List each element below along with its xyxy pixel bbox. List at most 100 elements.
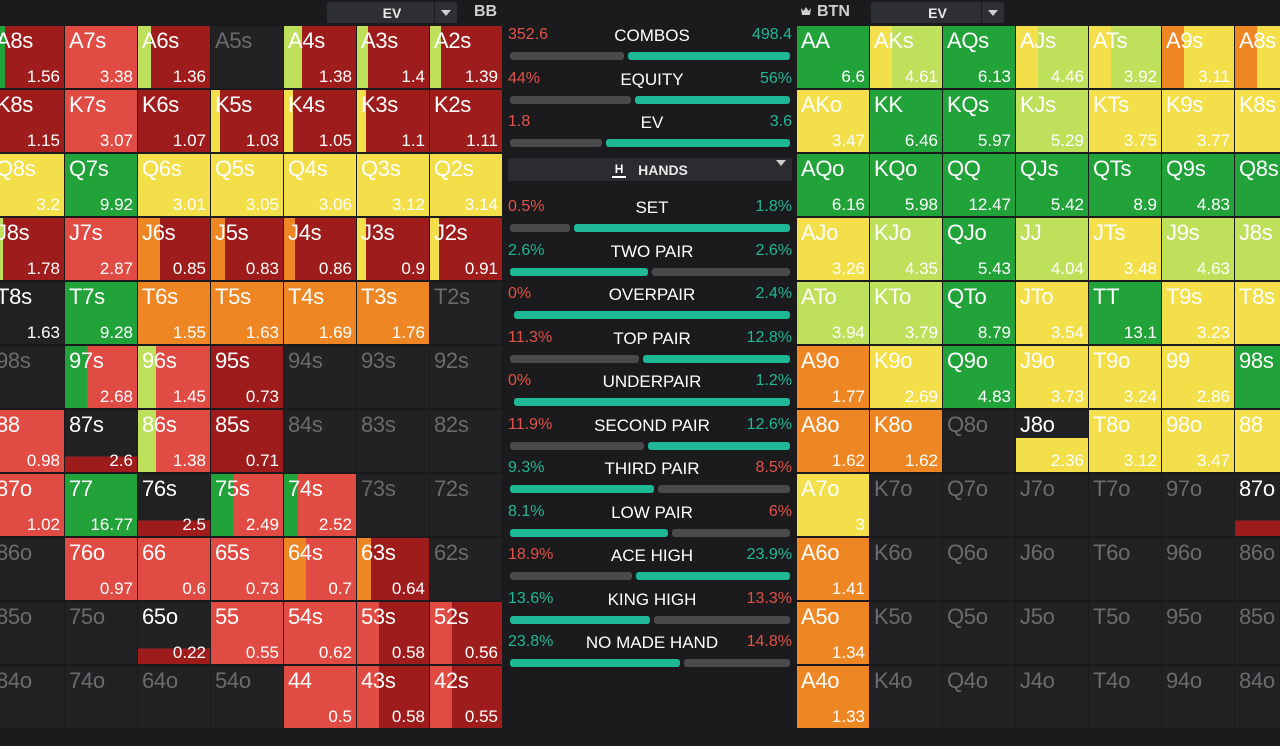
hand-cell-96o[interactable]: 96o: [1162, 538, 1234, 600]
hand-cell-ato[interactable]: ATo 3.94: [797, 282, 869, 344]
hand-cell-a5s[interactable]: A5s: [211, 26, 283, 88]
hand-cell-j6s[interactable]: J6s 0.85: [138, 218, 210, 280]
hand-cell-j9s[interactable]: J9s 4.63: [1162, 218, 1234, 280]
hand-cell-t9s[interactable]: T9s 3.23: [1162, 282, 1234, 344]
hand-class-row-king-high[interactable]: 13.6% KING HIGH 13.3%: [508, 590, 796, 630]
hand-cell-97s[interactable]: 97s 2.68: [65, 346, 137, 408]
hand-cell-65o[interactable]: 65o 0.22: [138, 602, 210, 664]
hand-cell-k3s[interactable]: K3s 1.1: [357, 90, 429, 152]
hand-cell-74o[interactable]: 74o: [65, 666, 137, 728]
hand-class-row-top-pair[interactable]: 11.3% TOP PAIR 12.8%: [508, 329, 796, 369]
hand-cell-94o[interactable]: 94o: [1162, 666, 1234, 728]
hand-cell-42s[interactable]: 42s 0.55: [430, 666, 502, 728]
hand-cell-65s[interactable]: 65s 0.73: [211, 538, 283, 600]
hand-cell-t7o[interactable]: T7o: [1089, 474, 1161, 536]
hand-cell-84s[interactable]: 84s: [284, 410, 356, 472]
hand-cell-86o[interactable]: 86o: [0, 538, 64, 600]
hand-cell-95s[interactable]: 95s 0.73: [211, 346, 283, 408]
hand-cell-a8o[interactable]: A8o 1.62: [797, 410, 869, 472]
hand-cell-k9s[interactable]: K9s 3.77: [1162, 90, 1234, 152]
hand-cell-43s[interactable]: 43s 0.58: [357, 666, 429, 728]
hand-cell-73s[interactable]: 73s: [357, 474, 429, 536]
hand-cell-a4s[interactable]: A4s 1.38: [284, 26, 356, 88]
hand-cell-k9o[interactable]: K9o 2.69: [870, 346, 942, 408]
hand-cell-q2s[interactable]: Q2s 3.14: [430, 154, 502, 216]
hand-cell-a9o[interactable]: A9o 1.77: [797, 346, 869, 408]
hand-cell-q4o[interactable]: Q4o: [943, 666, 1015, 728]
hand-cell-64s[interactable]: 64s 0.7: [284, 538, 356, 600]
hand-cell-t4o[interactable]: T4o: [1089, 666, 1161, 728]
hand-cell-a4o[interactable]: A4o 1.33: [797, 666, 869, 728]
hand-cell-k7o[interactable]: K7o: [870, 474, 942, 536]
hand-cell-t8s[interactable]: T8s 1.63: [0, 282, 64, 344]
hand-cell-ajo[interactable]: AJo 3.26: [797, 218, 869, 280]
hand-cell-63s[interactable]: 63s 0.64: [357, 538, 429, 600]
hand-cell-a3s[interactable]: A3s 1.4: [357, 26, 429, 88]
hand-cell-85s[interactable]: 85s 0.71: [211, 410, 283, 472]
hand-cell-98s[interactable]: 98s: [0, 346, 64, 408]
hand-cell-q5s[interactable]: Q5s 3.05: [211, 154, 283, 216]
hand-cell-87o[interactable]: 87o 1.02: [0, 474, 64, 536]
hand-cell-t5s[interactable]: T5s 1.63: [211, 282, 283, 344]
hand-cell-tt[interactable]: TT 13.1: [1089, 282, 1161, 344]
hand-cell-q3s[interactable]: Q3s 3.12: [357, 154, 429, 216]
hand-cell-kjs[interactable]: KJs 5.29: [1016, 90, 1088, 152]
hand-cell-aqo[interactable]: AQo 6.16: [797, 154, 869, 216]
hand-cell-95o[interactable]: 95o: [1162, 602, 1234, 664]
summary-row-equity[interactable]: 44% EQUITY 56%: [508, 70, 796, 110]
hand-cell-j9o[interactable]: J9o 3.73: [1016, 346, 1088, 408]
hand-cell-44[interactable]: 44 0.5: [284, 666, 356, 728]
hand-cell-q4s[interactable]: Q4s 3.06: [284, 154, 356, 216]
hand-cell-ajs[interactable]: AJs 4.46: [1016, 26, 1088, 88]
hand-cell-q5o[interactable]: Q5o: [943, 602, 1015, 664]
hand-cell-q7o[interactable]: Q7o: [943, 474, 1015, 536]
hand-cell-94s[interactable]: 94s: [284, 346, 356, 408]
hand-cell-a6o[interactable]: A6o 1.41: [797, 538, 869, 600]
hand-cell-qjo[interactable]: QJo 5.43: [943, 218, 1015, 280]
hand-cell-75s[interactable]: 75s 2.49: [211, 474, 283, 536]
hand-class-row-overpair[interactable]: 0% OVERPAIR 2.4%: [508, 285, 796, 325]
hand-cell-74s[interactable]: 74s 2.52: [284, 474, 356, 536]
hand-cell-76s[interactable]: 76s 2.5: [138, 474, 210, 536]
hand-cell-j3s[interactable]: J3s 0.9: [357, 218, 429, 280]
hand-class-row-underpair[interactable]: 0% UNDERPAIR 1.2%: [508, 372, 796, 412]
hand-cell-q8s[interactable]: Q8s 3.2: [0, 154, 64, 216]
chevron-down-icon[interactable]: [981, 2, 1004, 23]
hand-cell-a2s[interactable]: A2s 1.39: [430, 26, 502, 88]
hand-cell-kto[interactable]: KTo 3.79: [870, 282, 942, 344]
hand-cell-aks[interactable]: AKs 4.61: [870, 26, 942, 88]
hand-cell-t4s[interactable]: T4s 1.69: [284, 282, 356, 344]
hand-cell-a9s[interactable]: A9s 3.11: [1162, 26, 1234, 88]
hand-cell-62s[interactable]: 62s: [430, 538, 502, 600]
hand-cell-75o[interactable]: 75o: [65, 602, 137, 664]
hand-cell-96s[interactable]: 96s 1.45: [138, 346, 210, 408]
hand-cell-k5s[interactable]: K5s 1.03: [211, 90, 283, 152]
hand-class-row-two-pair[interactable]: 2.6% TWO PAIR 2.6%: [508, 242, 796, 282]
hand-cell-77[interactable]: 77 16.77: [65, 474, 137, 536]
hand-class-row-set[interactable]: 0.5% SET 1.8%: [508, 198, 796, 238]
hand-cell-83s[interactable]: 83s: [357, 410, 429, 472]
hand-cell-qts[interactable]: QTs 8.9: [1089, 154, 1161, 216]
hand-cell-aqs[interactable]: AQs 6.13: [943, 26, 1015, 88]
hand-cell-98s[interactable]: 98s: [1235, 346, 1280, 408]
summary-row-combos[interactable]: 352.6 COMBOS 498.4: [508, 26, 796, 66]
hand-cell-k4o[interactable]: K4o: [870, 666, 942, 728]
hand-cell-q6s[interactable]: Q6s 3.01: [138, 154, 210, 216]
hand-cell-84o[interactable]: 84o: [1235, 666, 1280, 728]
hand-cell-kqs[interactable]: KQs 5.97: [943, 90, 1015, 152]
hand-cell-q7s[interactable]: Q7s 9.92: [65, 154, 137, 216]
hand-cell-a7o[interactable]: A7o 3: [797, 474, 869, 536]
hand-cell-qjs[interactable]: QJs 5.42: [1016, 154, 1088, 216]
hand-cell-93s[interactable]: 93s: [357, 346, 429, 408]
hand-cell-j6o[interactable]: J6o: [1016, 538, 1088, 600]
hand-cell-t3s[interactable]: T3s 1.76: [357, 282, 429, 344]
hand-cell-86s[interactable]: 86s 1.38: [138, 410, 210, 472]
hand-cell-a7s[interactable]: A7s 3.38: [65, 26, 137, 88]
hand-cell-kk[interactable]: KK 6.46: [870, 90, 942, 152]
hand-cell-55[interactable]: 55 0.55: [211, 602, 283, 664]
hand-cell-q8s[interactable]: Q8s: [1235, 154, 1280, 216]
hand-cell-j8s[interactable]: J8s: [1235, 218, 1280, 280]
hand-cell-aa[interactable]: AA 6.6: [797, 26, 869, 88]
hand-cell-k2s[interactable]: K2s 1.11: [430, 90, 502, 152]
hand-cell-k8s[interactable]: K8s: [1235, 90, 1280, 152]
